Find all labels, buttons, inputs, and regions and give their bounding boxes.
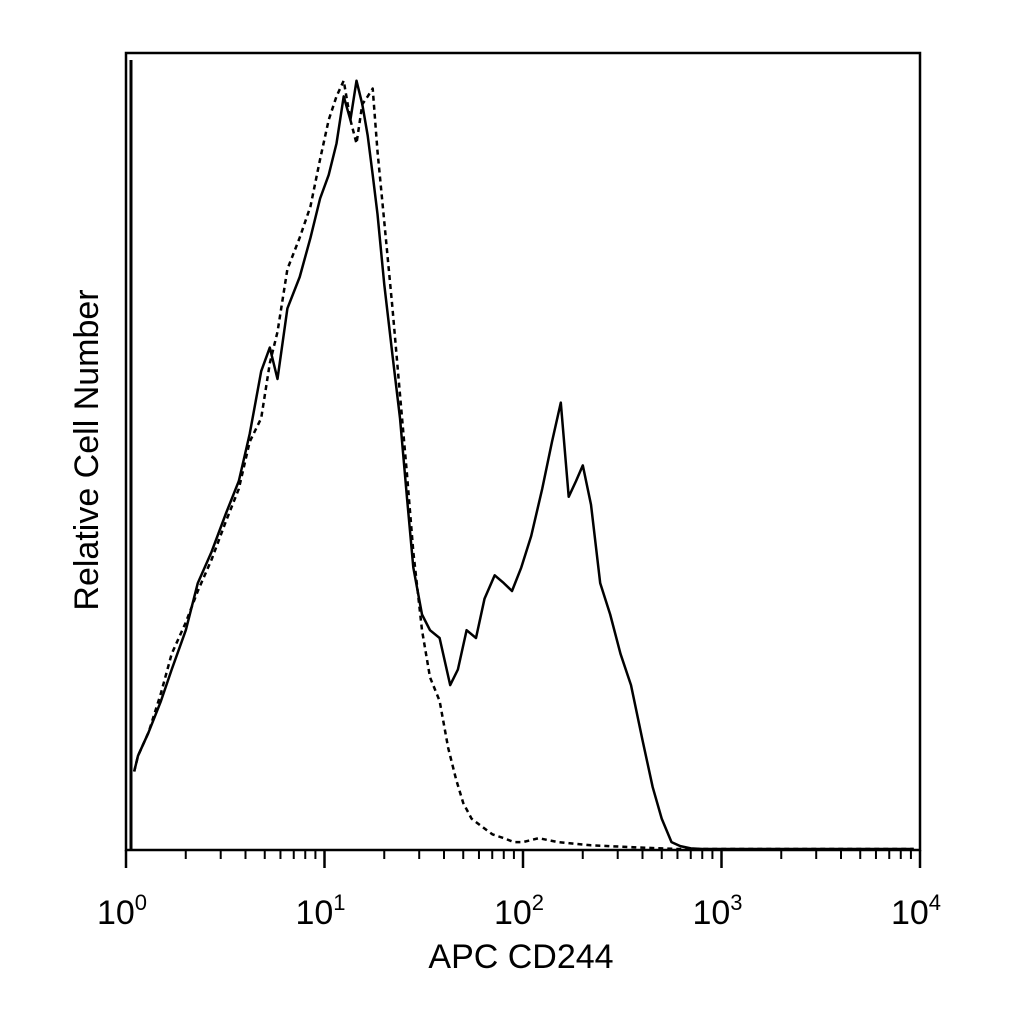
x-minor-ticks: [184, 850, 912, 859]
x-tick-label-base: 10: [692, 894, 730, 932]
x-tick-label-exponent: 1: [333, 890, 345, 915]
x-tick-label-base: 10: [891, 894, 929, 932]
series-layer: [132, 79, 914, 851]
x-tick-label: 100: [97, 890, 147, 932]
x-tick-label: 103: [692, 890, 742, 932]
series-line-solid: [132, 79, 914, 851]
x-tick-label-base: 10: [97, 894, 135, 932]
x-tick-label: 101: [295, 890, 345, 932]
x-tick-label-exponent: 3: [730, 890, 742, 915]
x-tick-labels: 100 101 102 103 104: [97, 890, 941, 932]
y-axis-label: Relative Cell Number: [68, 289, 106, 610]
x-tick-label-exponent: 0: [135, 890, 147, 915]
series-line-dashed: [132, 79, 914, 851]
x-tick-label: 104: [891, 890, 941, 932]
x-tick-label: 102: [494, 890, 544, 932]
x-tick-label-base: 10: [295, 894, 333, 932]
x-tick-label-base: 10: [494, 894, 532, 932]
x-tick-label-exponent: 2: [532, 890, 544, 915]
x-major-ticks: [124, 850, 922, 868]
x-axis-label: APC CD244: [428, 938, 613, 976]
x-tick-label-exponent: 4: [929, 890, 941, 915]
